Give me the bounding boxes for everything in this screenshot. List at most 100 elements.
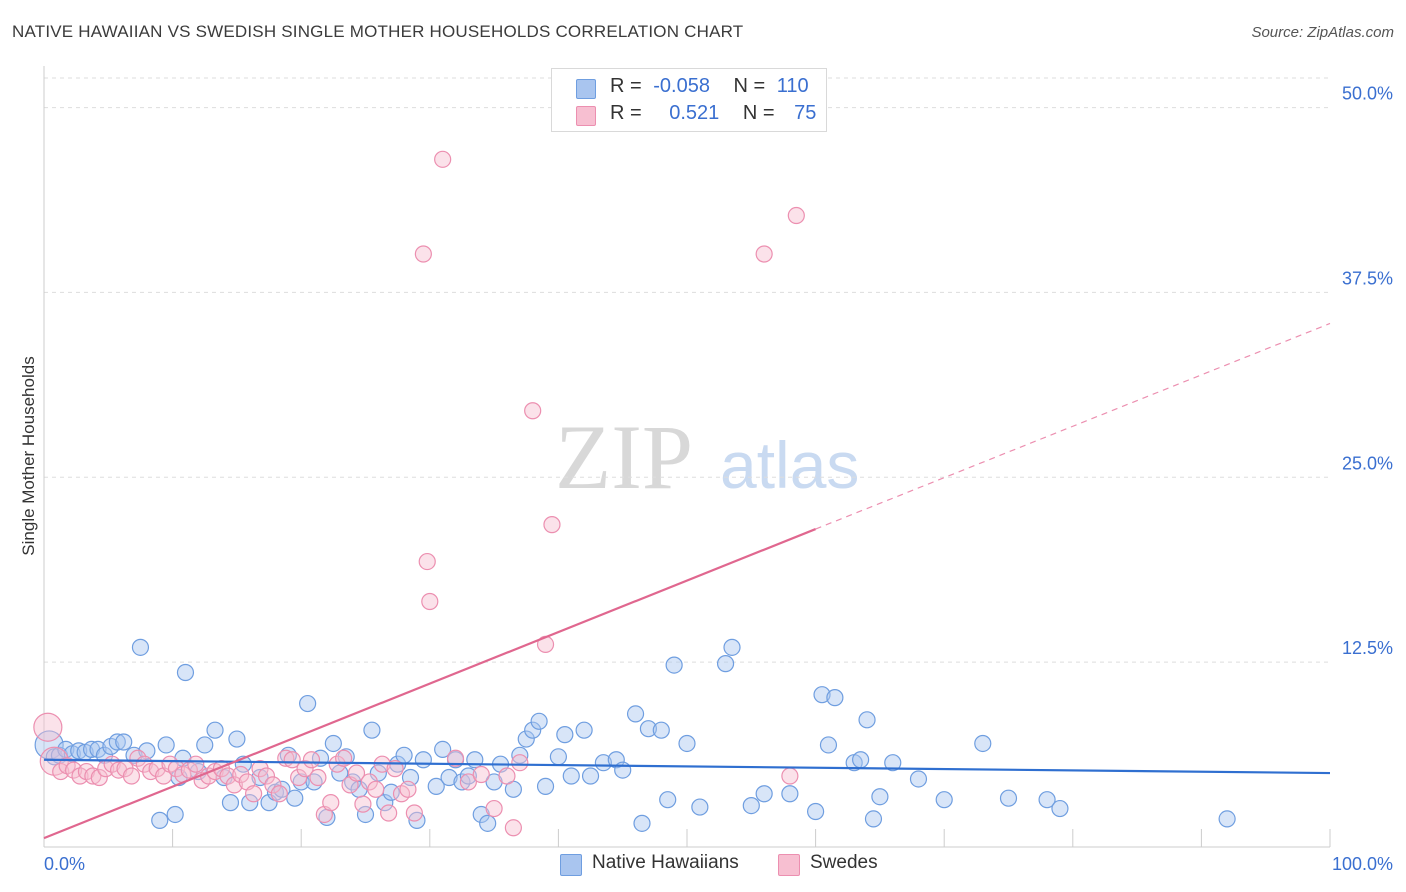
- swedes-point: [386, 760, 404, 778]
- swedes-point: [504, 819, 522, 837]
- swedes-point: [498, 767, 516, 785]
- native-hawaiians-point: [742, 796, 760, 815]
- native-hawaiians-point: [755, 785, 773, 803]
- swedes-point: [511, 754, 529, 772]
- swedes-point: [245, 785, 263, 803]
- native-hawaiians-point: [434, 740, 452, 758]
- legend-n-label: N =: [733, 75, 766, 97]
- native-hawaiians-point: [633, 814, 651, 832]
- native-hawaiians-point: [530, 712, 548, 730]
- native-hawaiians-point: [716, 655, 735, 673]
- native-hawaiians-point: [581, 767, 600, 785]
- native-hawaiians-point: [819, 736, 838, 754]
- native-hawaiians-point: [575, 721, 593, 739]
- swedes-point: [33, 712, 63, 742]
- native-hawaiians-point: [151, 811, 169, 829]
- swedes-point: [283, 751, 301, 769]
- native-hawaiians-point: [1038, 791, 1056, 809]
- native-hawaiians-point: [826, 689, 844, 707]
- native-hawaiians-point: [536, 777, 555, 795]
- native-hawaiians-point: [196, 736, 214, 754]
- swedes-point: [459, 773, 477, 791]
- swedes-point: [543, 516, 561, 534]
- swedes-point: [64, 761, 83, 779]
- swedes-point: [367, 780, 385, 798]
- native-hawaiians-point: [556, 726, 574, 744]
- native-hawaiians-point: [665, 656, 683, 674]
- native-hawaiians-point: [864, 810, 883, 828]
- watermark-zip: ZIP: [555, 406, 693, 508]
- native-hawaiians-trendline: [43, 758, 1331, 775]
- legend-r-label: R =: [610, 75, 642, 97]
- native-hawaiians-point: [131, 638, 150, 656]
- swedes-point: [421, 592, 439, 611]
- swedes-trendline: [43, 528, 817, 840]
- x-tick-label: 0.0%: [44, 854, 85, 874]
- native-hawaiians-point: [626, 705, 645, 723]
- native-hawaiians-point: [206, 721, 224, 739]
- native-hawaiians-point: [652, 721, 670, 739]
- native-hawaiians-point: [70, 742, 88, 760]
- legend-swatch-native-hawaiians: [576, 79, 596, 99]
- native-hawaiians-point: [678, 734, 696, 753]
- native-hawaiians-point: [414, 751, 432, 769]
- legend-swatch-swedes: [778, 854, 800, 876]
- native-hawaiians-point: [157, 736, 175, 754]
- legend-label: Swedes: [810, 852, 878, 873]
- swedes-point: [309, 768, 327, 787]
- y-tick-label: 25.0%: [1342, 453, 1393, 473]
- native-hawaiians-point: [459, 767, 477, 785]
- native-hawaiians-point: [356, 805, 375, 824]
- swedes-point: [787, 206, 805, 225]
- native-hawaiians-point: [524, 721, 542, 739]
- native-hawaiians-point: [781, 785, 799, 803]
- swedes-trendline-extension: [815, 322, 1331, 530]
- swedes-point: [122, 767, 141, 785]
- swedes-point: [524, 402, 542, 420]
- swedes-point: [225, 776, 243, 794]
- swedes-point: [380, 804, 398, 822]
- swedes-point: [434, 150, 452, 168]
- native-hawaiians-point: [691, 798, 709, 816]
- native-hawaiians-point: [549, 748, 568, 766]
- native-hawaiians-point: [176, 663, 195, 682]
- native-hawaiians-point: [228, 730, 246, 748]
- swedes-point: [405, 804, 423, 822]
- swedes-point: [187, 755, 205, 773]
- y-tick-label: 37.5%: [1342, 268, 1393, 288]
- swedes-point: [129, 749, 147, 767]
- x-tick-label: 100.0%: [1332, 854, 1393, 874]
- swedes-point: [90, 768, 108, 787]
- native-hawaiians-point: [363, 721, 381, 739]
- swedes-point: [257, 767, 276, 785]
- swedes-point: [414, 245, 432, 263]
- chart-title: NATIVE HAWAIIAN VS SWEDISH SINGLE MOTHER…: [12, 22, 744, 41]
- swedes-point: [418, 552, 436, 571]
- native-hawaiians-point: [241, 794, 259, 812]
- swedes-point: [39, 746, 69, 776]
- swedes-point: [781, 767, 799, 785]
- swedes-point: [354, 795, 372, 813]
- native-hawaiians-point: [324, 734, 342, 753]
- swedes-point: [290, 768, 308, 787]
- stats-legend: R = -0.058 N = 110 R = 0.521 N = 75: [551, 68, 827, 132]
- native-hawaiians-point: [639, 720, 658, 738]
- source-label: Source: ZipAtlas.com: [1251, 24, 1394, 41]
- swedes-point: [296, 760, 314, 778]
- native-hawaiians-point: [479, 814, 497, 832]
- swedes-point: [52, 762, 70, 781]
- native-hawaiians-point: [607, 751, 625, 769]
- native-hawaiians-point: [286, 789, 304, 807]
- swedes-point: [755, 245, 773, 263]
- legend-n-value: 110: [776, 75, 809, 97]
- native-hawaiians-point: [369, 764, 387, 782]
- native-hawaiians-point: [723, 638, 741, 656]
- y-tick-label: 12.5%: [1342, 638, 1393, 658]
- legend-label: Native Hawaiians: [592, 852, 739, 873]
- native-hawaiians-point: [935, 791, 953, 809]
- native-hawaiians-point: [562, 767, 580, 785]
- native-hawaiians-point: [221, 794, 240, 812]
- swedes-point: [302, 751, 321, 769]
- native-hawaiians-point: [852, 751, 870, 769]
- native-hawaiians-point: [614, 761, 632, 779]
